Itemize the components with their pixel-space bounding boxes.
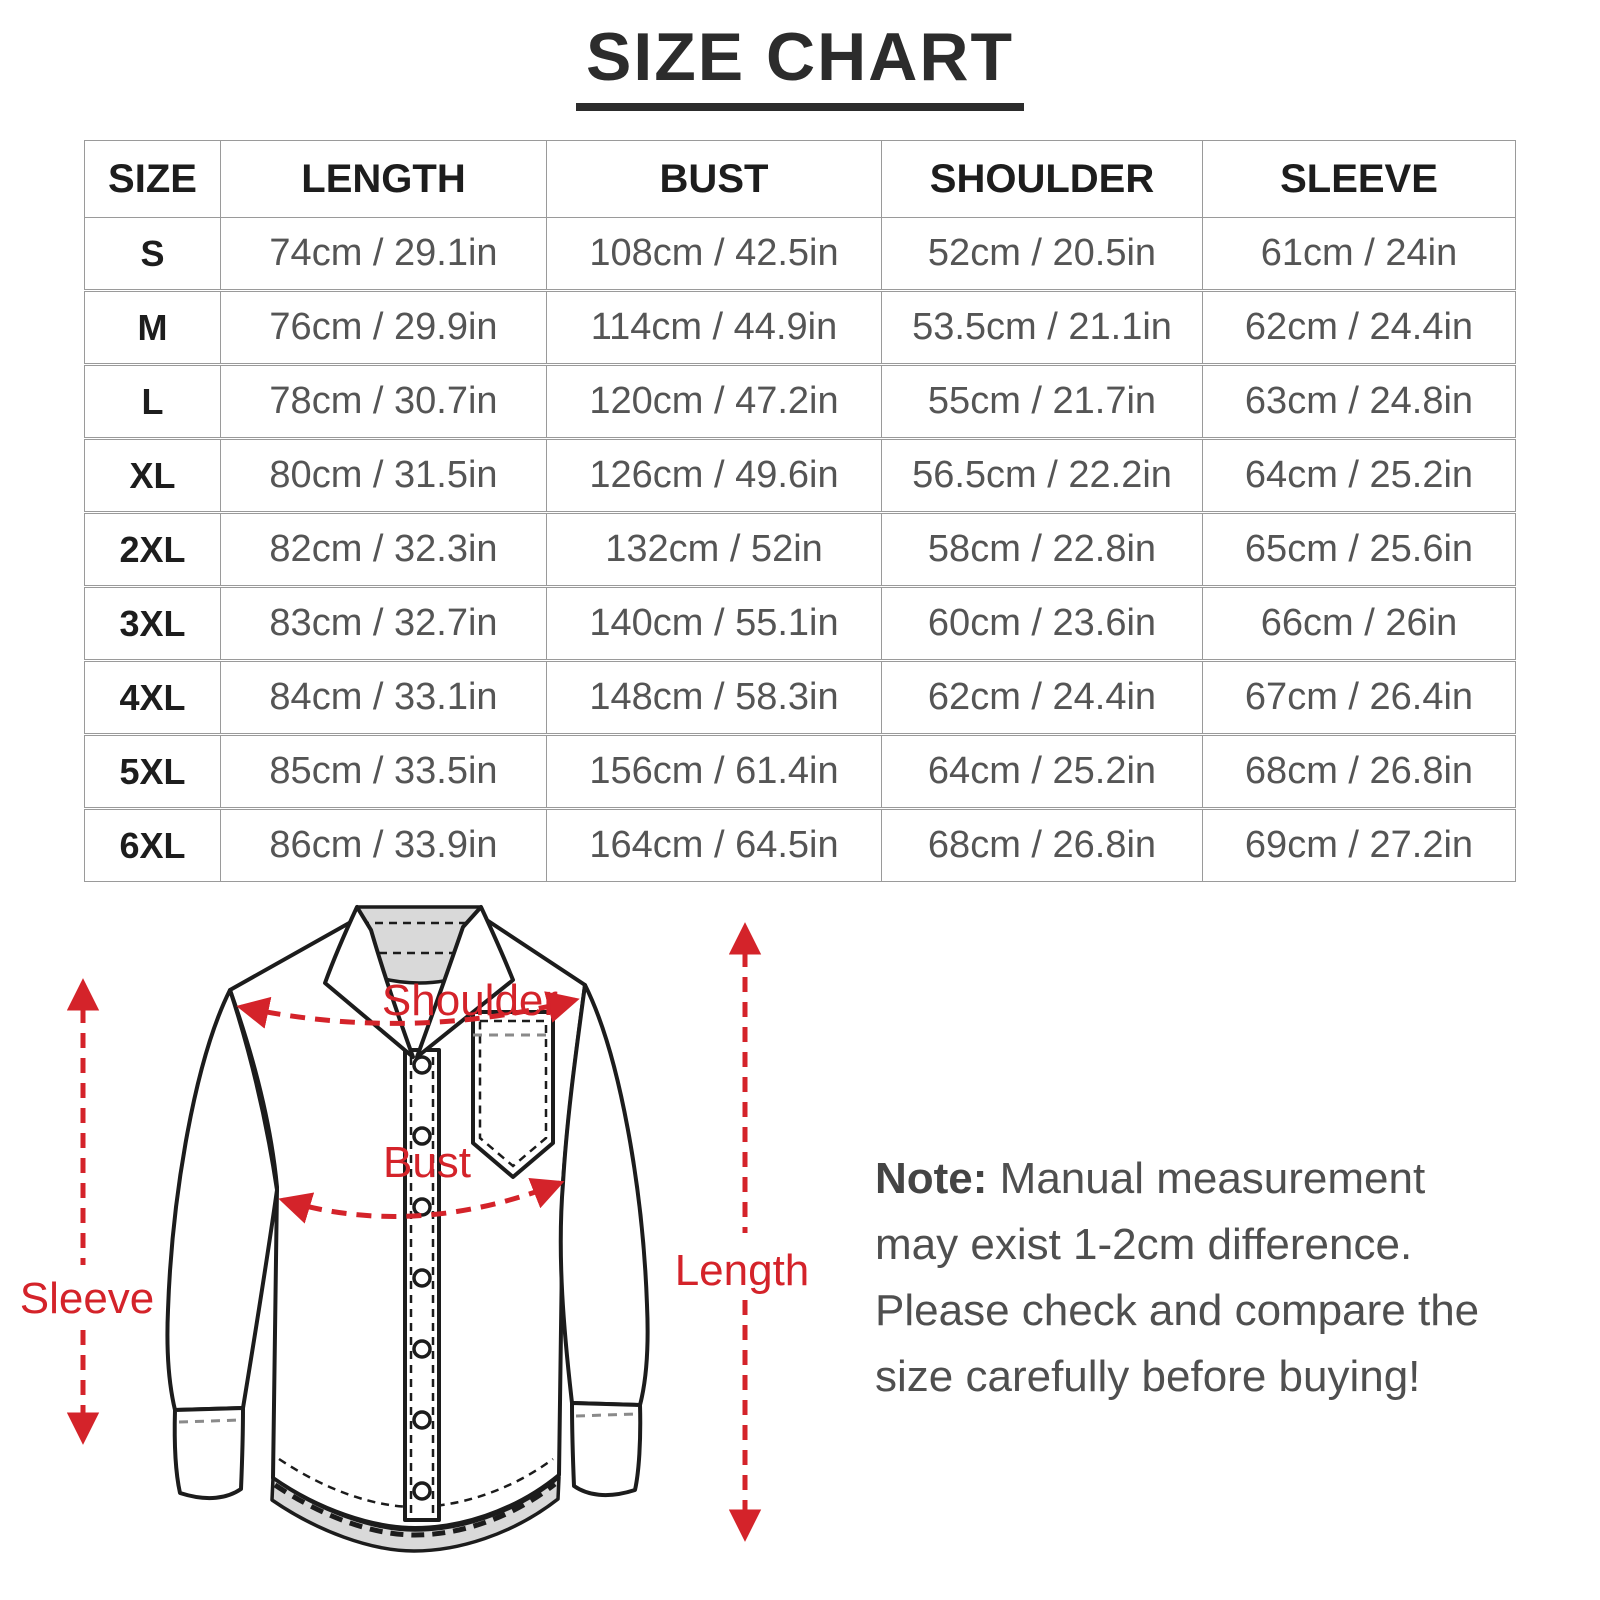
note: Note: Manual measurement may exist 1-2cm… bbox=[875, 1146, 1480, 1410]
cell-size: 4XL bbox=[84, 659, 221, 735]
table-header-row: SIZE LENGTH BUST SHOULDER SLEEVE bbox=[84, 140, 1516, 218]
column-header-shoulder: SHOULDER bbox=[881, 140, 1203, 218]
table-row: S 74cm / 29.1in 108cm / 42.5in 52cm / 20.5i… bbox=[84, 217, 1516, 291]
cell-size: 6XL bbox=[84, 807, 221, 882]
cell-size: 2XL bbox=[84, 511, 221, 587]
right-cuff bbox=[570, 1401, 643, 1497]
cell-sleeve: 63cm / 24.8in bbox=[1202, 363, 1516, 439]
cell-shoulder: 64cm / 25.2in bbox=[881, 733, 1203, 809]
measure-arrows: Shoulder Bust Sleeve Length bbox=[20, 922, 810, 1542]
shirt-hem-band bbox=[270, 1475, 561, 1553]
cell-bust: 114cm / 44.9in bbox=[546, 289, 882, 365]
column-header-length: LENGTH bbox=[220, 140, 547, 218]
column-header-size: SIZE bbox=[84, 140, 221, 218]
table-row: 2XL 82cm / 32.3in 132cm / 52in 58cm / 22.8i… bbox=[84, 511, 1516, 587]
cell-sleeve: 66cm / 26in bbox=[1202, 585, 1516, 661]
column-header-bust: BUST bbox=[546, 140, 882, 218]
sleeve-label: Sleeve bbox=[20, 1274, 155, 1323]
cell-length: 74cm / 29.1in bbox=[220, 217, 547, 291]
right-cuff-stitch bbox=[575, 1412, 637, 1418]
cell-length: 80cm / 31.5in bbox=[220, 437, 547, 513]
length-label: Length bbox=[675, 1246, 810, 1295]
cell-length: 85cm / 33.5in bbox=[220, 733, 547, 809]
cell-size: S bbox=[84, 217, 221, 291]
title-wrap: SIZE CHART bbox=[0, 21, 1600, 112]
cell-bust: 140cm / 55.1in bbox=[546, 585, 882, 661]
cell-sleeve: 67cm / 26.4in bbox=[1202, 659, 1516, 735]
table-row: XL 80cm / 31.5in 126cm / 49.6in 56.5cm / 22… bbox=[84, 437, 1516, 513]
cell-length: 84cm / 33.1in bbox=[220, 659, 547, 735]
page-title: SIZE CHART bbox=[576, 21, 1024, 112]
cell-shoulder: 60cm / 23.6in bbox=[881, 585, 1203, 661]
cell-shoulder: 53.5cm / 21.1in bbox=[881, 289, 1203, 365]
cell-length: 82cm / 32.3in bbox=[220, 511, 547, 587]
cell-shoulder: 55cm / 21.7in bbox=[881, 363, 1203, 439]
bust-label: Bust bbox=[383, 1138, 471, 1187]
cell-sleeve: 65cm / 25.6in bbox=[1202, 511, 1516, 587]
table-row: 5XL 85cm / 33.5in 156cm / 61.4in 64cm / 25.… bbox=[84, 733, 1516, 809]
hem-stitch-bold bbox=[273, 1482, 557, 1538]
chest-pocket bbox=[471, 1010, 555, 1179]
cell-sleeve: 68cm / 26.8in bbox=[1202, 733, 1516, 809]
cell-bust: 156cm / 61.4in bbox=[546, 733, 882, 809]
cell-length: 83cm / 32.7in bbox=[220, 585, 547, 661]
table-row: 6XL 86cm / 33.9in 164cm / 64.5in 68cm / 26.… bbox=[84, 807, 1516, 882]
cell-size: XL bbox=[84, 437, 221, 513]
cell-length: 78cm / 30.7in bbox=[220, 363, 547, 439]
cell-sleeve: 61cm / 24in bbox=[1202, 217, 1516, 291]
cell-length: 86cm / 33.9in bbox=[220, 807, 547, 882]
cell-sleeve: 69cm / 27.2in bbox=[1202, 807, 1516, 882]
cell-length: 76cm / 29.9in bbox=[220, 289, 547, 365]
cell-bust: 108cm / 42.5in bbox=[546, 217, 882, 291]
cell-sleeve: 64cm / 25.2in bbox=[1202, 437, 1516, 513]
table-row: 4XL 84cm / 33.1in 148cm / 58.3in 62cm / 24.… bbox=[84, 659, 1516, 735]
cell-size: 5XL bbox=[84, 733, 221, 809]
cell-size: 3XL bbox=[84, 585, 221, 661]
cell-bust: 164cm / 64.5in bbox=[546, 807, 882, 882]
cell-bust: 126cm / 49.6in bbox=[546, 437, 882, 513]
table-row: M 76cm / 29.9in 114cm / 44.9in 53.5cm / 21.… bbox=[84, 289, 1516, 365]
bust-arrow bbox=[278, 1177, 565, 1224]
shoulder-label: Shoulder bbox=[382, 976, 558, 1025]
cell-size: M bbox=[84, 289, 221, 365]
cell-bust: 132cm / 52in bbox=[546, 511, 882, 587]
size-table: SIZE LENGTH BUST SHOULDER SLEEVE S 74cm /… bbox=[84, 140, 1516, 882]
cell-sleeve: 62cm / 24.4in bbox=[1202, 289, 1516, 365]
cell-shoulder: 58cm / 22.8in bbox=[881, 511, 1203, 587]
note-label: Note: bbox=[875, 1154, 988, 1203]
cell-bust: 148cm / 58.3in bbox=[546, 659, 882, 735]
cell-shoulder: 52cm / 20.5in bbox=[881, 217, 1203, 291]
left-cuff-stitch bbox=[178, 1418, 242, 1424]
shirt-measurement-diagram: Shoulder Bust Sleeve Length bbox=[15, 865, 815, 1585]
table-row: L 78cm / 30.7in 120cm / 47.2in 55cm / 21.7i… bbox=[84, 363, 1516, 439]
column-header-sleeve: SLEEVE bbox=[1202, 140, 1516, 218]
shirt-diagram-svg: Shoulder Bust Sleeve Length bbox=[20, 905, 810, 1553]
size-table-body: S 74cm / 29.1in 108cm / 42.5in 52cm / 20.5i… bbox=[84, 217, 1516, 882]
cell-shoulder: 62cm / 24.4in bbox=[881, 659, 1203, 735]
cell-shoulder: 68cm / 26.8in bbox=[881, 807, 1203, 882]
cell-shoulder: 56.5cm / 22.2in bbox=[881, 437, 1203, 513]
cell-size: L bbox=[84, 363, 221, 439]
cell-bust: 120cm / 47.2in bbox=[546, 363, 882, 439]
table-row: 3XL 83cm / 32.7in 140cm / 55.1in 60cm / 23.… bbox=[84, 585, 1516, 661]
left-cuff bbox=[172, 1406, 245, 1500]
note-text: Manual measurement may exist 1-2cm diffe… bbox=[875, 1154, 1480, 1401]
